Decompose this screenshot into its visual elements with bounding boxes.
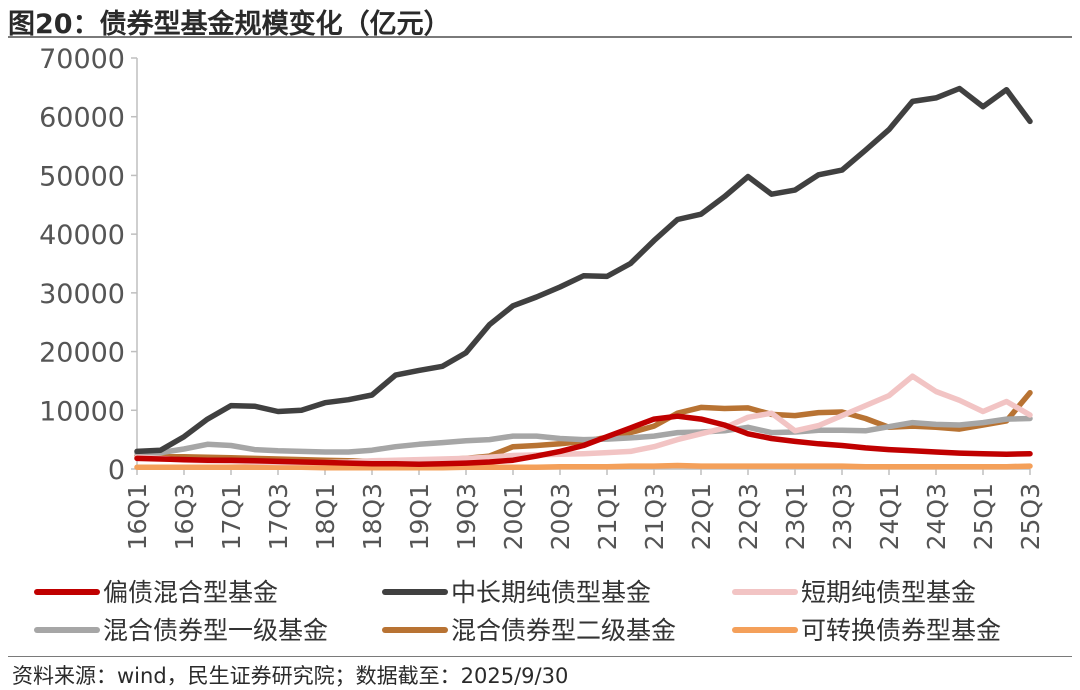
legend-label: 可转换债券型基金 — [801, 616, 1001, 645]
source-note: 资料来源：wind，民生证券研究院；数据截至：2025/9/30 — [12, 664, 569, 688]
x-tick-label: 19Q1 — [405, 483, 434, 550]
x-tick-label: 23Q1 — [781, 483, 810, 550]
x-tick-label: 21Q3 — [640, 483, 669, 550]
x-tick-label: 24Q1 — [875, 483, 904, 550]
x-tick-label: 22Q1 — [687, 483, 716, 550]
x-tick-label: 22Q3 — [734, 483, 763, 550]
title-rule — [8, 36, 1072, 38]
legend-label: 偏债混合型基金 — [103, 578, 278, 607]
series-line — [134, 462, 1033, 471]
y-tick-label: 10000 — [39, 396, 125, 427]
legend-label: 混合债券型二级基金 — [451, 616, 676, 645]
x-tick-label: 16Q3 — [170, 483, 199, 550]
y-tick-label: 20000 — [39, 338, 125, 369]
y-tick-label: 50000 — [39, 161, 125, 192]
x-tick-label: 25Q1 — [969, 483, 998, 550]
x-tick-label: 18Q3 — [358, 483, 387, 550]
series-line — [134, 415, 1033, 456]
x-tick-label: 19Q3 — [452, 483, 481, 550]
x-tick-label: 17Q3 — [264, 483, 293, 550]
series-lines — [134, 85, 1033, 471]
y-tick-label: 70000 — [39, 44, 125, 75]
x-tick-label: 16Q1 — [123, 483, 152, 550]
x-tick-label: 20Q3 — [546, 483, 575, 550]
y-tick-label: 40000 — [39, 220, 125, 251]
x-tick-label: 23Q3 — [828, 483, 857, 550]
x-tick-label: 17Q1 — [217, 483, 246, 550]
y-tick-label: 30000 — [39, 279, 125, 310]
chart-title: 图20：债券型基金规模变化（亿元） — [8, 9, 451, 40]
x-axis: 16Q1 16Q3 17Q1 17Q3 18Q1 18Q3 19Q1 19Q3 20Q1 20Q3… — [123, 468, 1045, 550]
y-tick-label: 0 — [108, 455, 125, 486]
source-rule — [8, 656, 1072, 657]
series-line — [134, 413, 1033, 468]
x-tick-label: 18Q1 — [311, 483, 340, 550]
y-tick-label: 60000 — [39, 103, 125, 134]
x-tick-label: 24Q3 — [922, 483, 951, 550]
x-tick-label: 25Q3 — [1016, 483, 1045, 550]
legend-label: 混合债券型一级基金 — [103, 616, 328, 645]
series-line — [134, 85, 1033, 455]
legend-label: 短期纯债型基金 — [801, 578, 976, 607]
y-axis: 0 10000 20000 30000 40000 50000 60000 70000 — [39, 44, 138, 486]
legend-label: 中长期纯债型基金 — [451, 578, 651, 607]
x-tick-label: 21Q1 — [593, 483, 622, 550]
x-tick-label: 20Q1 — [499, 483, 528, 550]
